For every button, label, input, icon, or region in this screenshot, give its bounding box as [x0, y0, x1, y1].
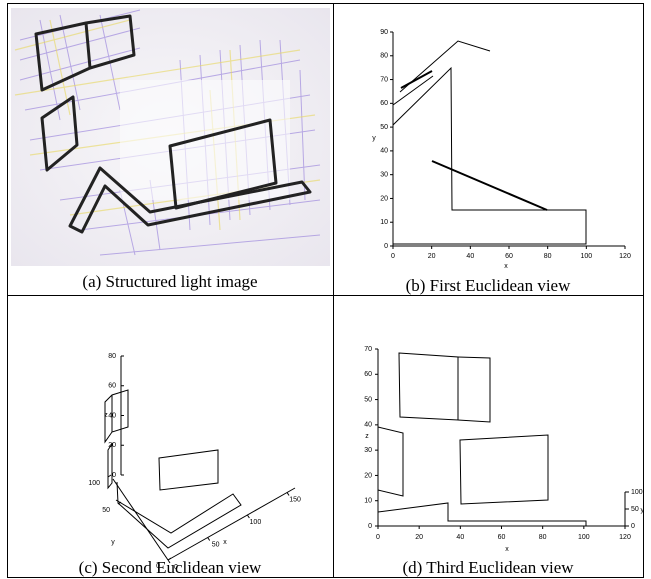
tick-label: 40 [466, 253, 474, 260]
tick-label: 40 [108, 412, 116, 419]
tick-mark [208, 538, 210, 541]
plot-d-shapes [378, 353, 586, 526]
tick-label: 100 [250, 519, 262, 526]
caption: (b) First Euclidean view [406, 276, 571, 295]
tick-label: 60 [498, 534, 506, 541]
plot-b-axes [393, 32, 625, 246]
axis-label: x [505, 546, 509, 553]
tick-label: 10 [364, 498, 372, 505]
tick-label: 0 [391, 253, 395, 260]
tick-label: 50 [631, 506, 639, 513]
tick-label: 50 [102, 507, 110, 514]
tick-label: 40 [380, 148, 388, 155]
tick-label: 0 [376, 534, 380, 541]
tick-label: 0 [631, 523, 635, 530]
tick-mark [247, 515, 249, 518]
tick-label: 20 [428, 253, 436, 260]
axis-label: y [372, 135, 376, 142]
tick-label: 50 [212, 541, 220, 548]
plot-c-axes [113, 356, 295, 560]
tick-label: 0 [156, 563, 160, 570]
tick-label: 0 [174, 564, 178, 571]
caption: (a) Structured light image [82, 272, 257, 291]
tick-label: 40 [456, 534, 464, 541]
tick-label: 100 [578, 534, 590, 541]
plot-b-shapes [393, 41, 586, 244]
tick-label: 0 [384, 243, 388, 250]
tick-label: 80 [380, 53, 388, 60]
tick-label: 100 [580, 253, 592, 260]
tick-label: 20 [108, 442, 116, 449]
tick-label: 60 [364, 371, 372, 378]
tick-label: 80 [108, 353, 116, 360]
tick-label: 100 [88, 480, 100, 487]
axis-label: x [223, 539, 227, 546]
tick-label: 60 [108, 383, 116, 390]
tick-label: 60 [505, 253, 513, 260]
tick-label: 10 [380, 219, 388, 226]
axis-label: y [641, 507, 645, 514]
tick-label: 50 [364, 396, 372, 403]
axis-label: y [111, 539, 115, 546]
tick-mark [287, 493, 289, 496]
caption: (c) Second Euclidean view [79, 558, 262, 577]
tick-label: 70 [380, 76, 388, 83]
tick-label: 20 [415, 534, 423, 541]
figure: (a) Structured light image x y (b) First… [0, 0, 651, 579]
tick-label: 70 [364, 346, 372, 353]
tick-label: 80 [539, 534, 547, 541]
tick-label: 100 [631, 489, 643, 496]
plot-c-shapes [105, 390, 241, 548]
tick-label: 90 [380, 29, 388, 36]
caption: (d) Third Euclidean view [402, 558, 574, 577]
tick-label: 0 [112, 472, 116, 479]
tick-label: 40 [364, 422, 372, 429]
tick-label: 50 [380, 124, 388, 131]
axis-label: z [365, 433, 369, 440]
axis-label: x [504, 263, 508, 270]
tick-label: 60 [380, 100, 388, 107]
tick-label: 120 [619, 253, 631, 260]
tick-label: 80 [544, 253, 552, 260]
tick-label: 150 [289, 496, 301, 503]
tick-label: 30 [380, 172, 388, 179]
tick-label: 20 [380, 195, 388, 202]
tick-label: 20 [364, 472, 372, 479]
photo [11, 8, 330, 266]
tick-label: 120 [619, 534, 631, 541]
tick-label: 0 [368, 523, 372, 530]
tick-label: 30 [364, 447, 372, 454]
